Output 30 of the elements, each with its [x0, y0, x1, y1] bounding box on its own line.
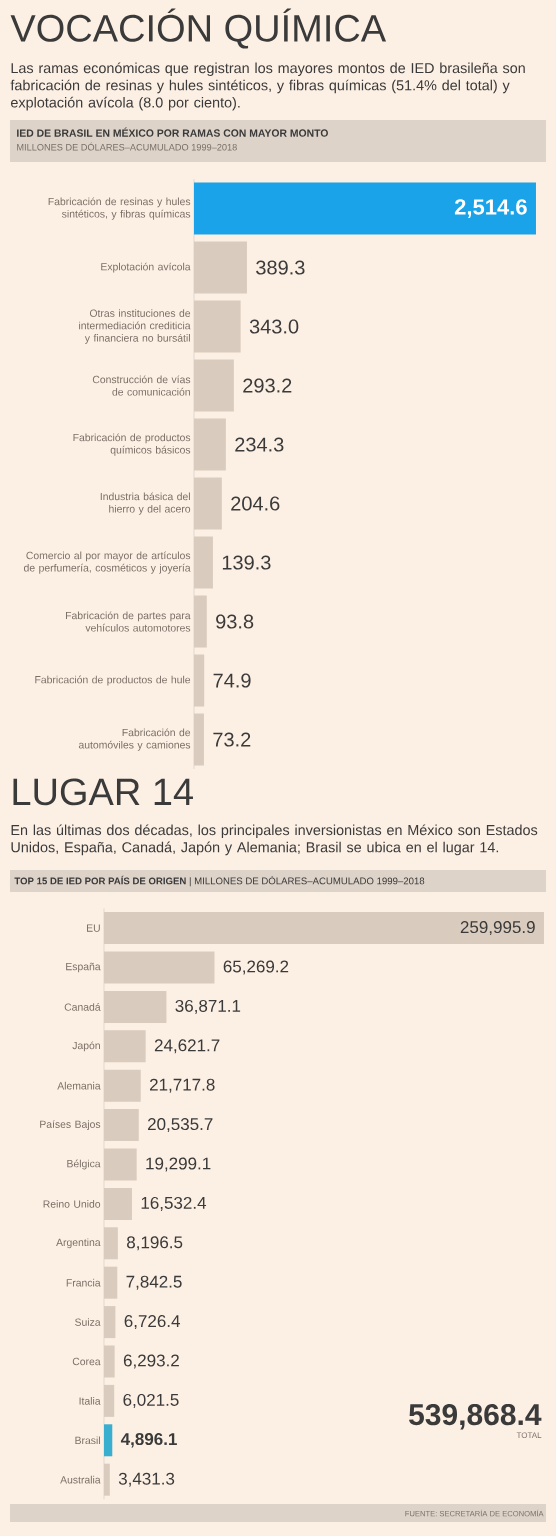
data-label: 204.6 — [231, 496, 280, 511]
data-label: 3,431.3 — [118, 1472, 175, 1487]
chart-title: LUGAR 14 — [13, 778, 193, 806]
data-label: 24,621.7 — [154, 1039, 220, 1054]
data-label: 20,535.7 — [147, 1118, 213, 1133]
data-label: 389.3 — [256, 260, 305, 275]
data-label: 2,514.6 — [454, 199, 527, 218]
data-label: 343.0 — [249, 319, 299, 334]
data-label: 73.2 — [213, 732, 251, 747]
data-label: 93.8 — [216, 614, 254, 629]
data-label: 234.3 — [235, 437, 284, 452]
bar — [193, 182, 536, 235]
data-label: 7,842.5 — [126, 1275, 182, 1290]
data-label: 74.9 — [213, 673, 251, 688]
data-label: 6,293.2 — [123, 1354, 179, 1369]
data-label: 19,299.1 — [146, 1157, 211, 1172]
data-label: 293.2 — [243, 378, 292, 393]
data-label: 65,269.2 — [223, 960, 289, 975]
data-label: 36,871.1 — [175, 999, 241, 1014]
data-label: 6,726.4 — [124, 1315, 181, 1330]
chart-title: VOCACIÓN QUÍMICA — [10, 8, 387, 49]
data-label: 139.3 — [222, 555, 271, 570]
bar — [103, 1424, 113, 1457]
annotation: 539,868.4 — [409, 1403, 542, 1430]
data-label: 259,995.9 — [460, 921, 535, 936]
data-label: 4,896.1 — [120, 1433, 177, 1448]
data-label: 21,717.8 — [149, 1078, 215, 1093]
data-label: 8,196.5 — [127, 1236, 183, 1251]
data-label: 6,021.5 — [123, 1393, 179, 1408]
data-label: 16,532.4 — [141, 1196, 207, 1211]
